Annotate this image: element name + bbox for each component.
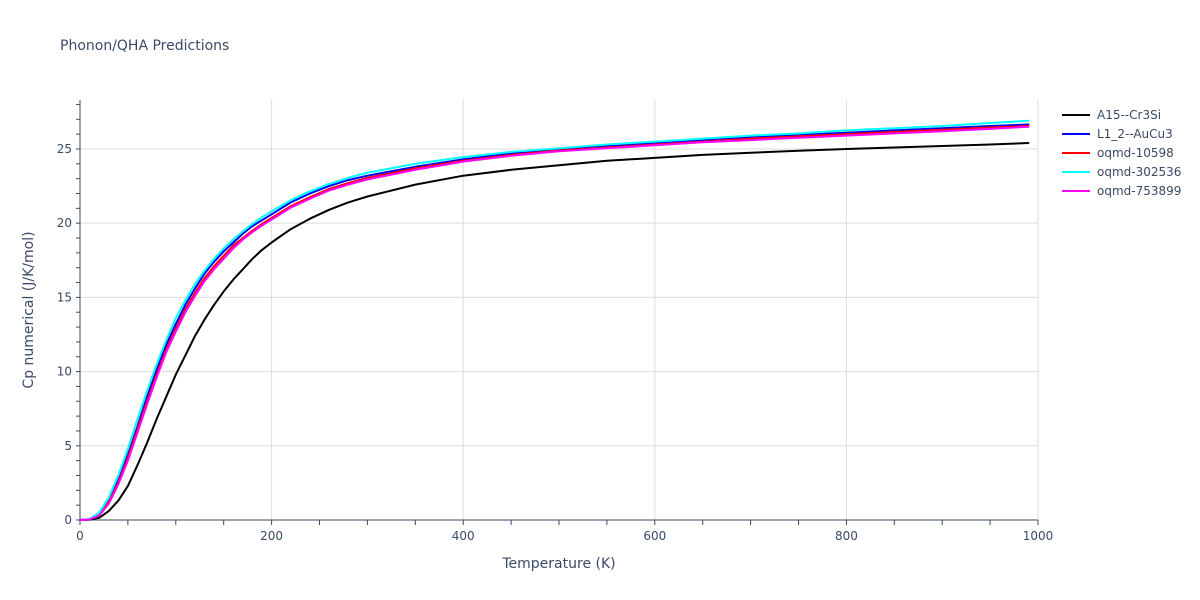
legend-label: oqmd-753899 (1097, 184, 1181, 198)
legend-label: A15--Cr3Si (1097, 108, 1161, 122)
legend-label: oqmd-10598 (1097, 146, 1174, 160)
y-axis-label: Cp numerical (J/K/mol) (21, 231, 37, 388)
y-tick-label: 15 (57, 290, 72, 304)
y-tick-label: 5 (64, 439, 72, 453)
legend-item[interactable]: A15--Cr3Si (1062, 108, 1161, 122)
series-line-a15-cr3si[interactable] (79, 142, 1030, 521)
y-tick-label: 20 (57, 216, 72, 230)
series-line-oqmd-10598[interactable] (79, 125, 1030, 521)
legend-label: L1_2--AuCu3 (1097, 127, 1173, 141)
x-tick-label: 400 (452, 529, 475, 543)
x-tick-label: 800 (835, 529, 858, 543)
legend-item[interactable]: oqmd-302536 (1062, 165, 1181, 179)
legend-label: oqmd-302536 (1097, 165, 1181, 179)
x-axis-label: Temperature (K) (501, 556, 615, 572)
x-tick-label: 600 (643, 529, 666, 543)
legend[interactable]: A15--Cr3Si L1_2--AuCu3 oqmd-10598 oqmd-3025… (1062, 108, 1181, 198)
legend-item[interactable]: oqmd-753899 (1062, 184, 1181, 198)
x-tick-label: 200 (260, 529, 283, 543)
x-tick-label: 0 (76, 529, 84, 543)
y-tick-label: 10 (57, 365, 72, 379)
plot-area[interactable] (79, 119, 1030, 521)
series-line-oqmd-753899[interactable] (79, 125, 1030, 521)
y-tick-label: 25 (57, 142, 72, 156)
x-tick-label: 1000 (1023, 529, 1054, 543)
series-line-oqmd-302536[interactable] (79, 119, 1030, 521)
legend-item[interactable]: L1_2--AuCu3 (1062, 127, 1173, 141)
y-tick-label: 0 (64, 513, 72, 527)
chart-title: Phonon/QHA Predictions (60, 38, 229, 54)
axes: 0 200 400 600 800 1000 0 5 10 15 20 25 (57, 100, 1054, 543)
series-line-l1-2-aucu3[interactable] (79, 123, 1030, 521)
legend-item[interactable]: oqmd-10598 (1062, 146, 1174, 160)
gridlines (80, 100, 1039, 520)
